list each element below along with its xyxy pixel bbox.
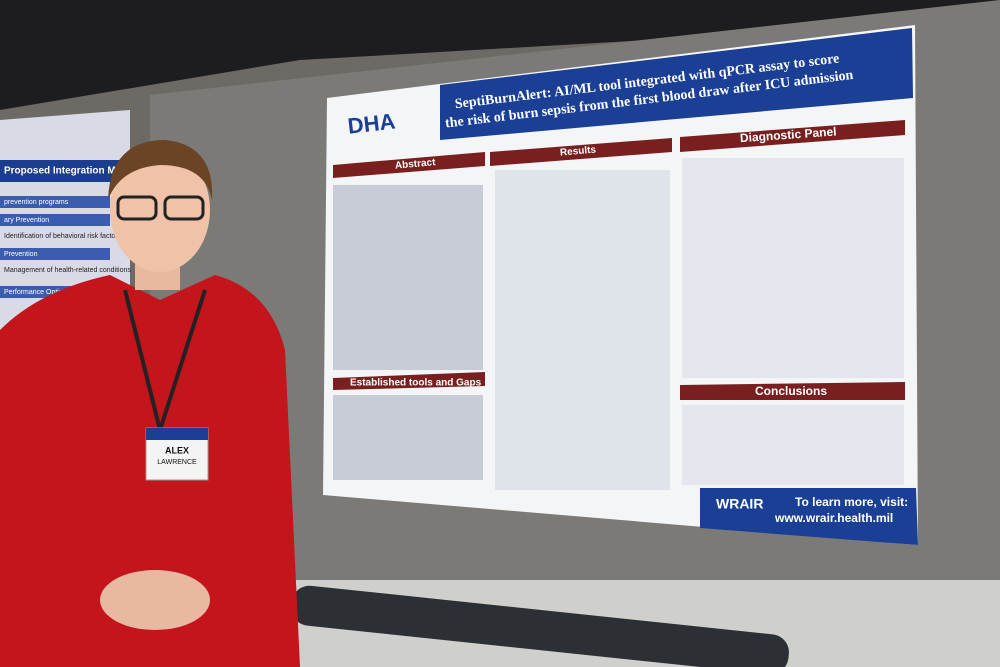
results-block [495, 170, 670, 490]
poster-footer [700, 488, 918, 545]
item: Management of health-related conditions [4, 267, 131, 274]
poster-tube [291, 585, 789, 667]
ceiling [0, 0, 1000, 110]
side-poster-heading: Proposed Integration Model [4, 166, 136, 177]
item-bar [0, 196, 110, 208]
item: prevention programs [4, 199, 69, 206]
section-bar [680, 382, 905, 400]
item: Performance Optimization [4, 289, 85, 296]
text-block [333, 395, 483, 480]
footer-logo: WRAIR [716, 496, 763, 512]
text-block [333, 185, 483, 370]
hair [108, 140, 213, 200]
badge-name: ALEX [165, 445, 189, 455]
section-heading: Abstract [395, 157, 437, 172]
side-poster-heading-bar [0, 160, 128, 182]
badge-surname: LAWRENCE [157, 459, 197, 466]
section-bar [680, 120, 905, 152]
section-heading: Results [560, 144, 597, 158]
poster-body-text [333, 158, 904, 490]
section-heading: Diagnostic Panel [739, 124, 836, 145]
poster-logo: DHA [346, 108, 396, 138]
section-bar [333, 152, 485, 178]
section-bar [490, 138, 672, 166]
face [110, 148, 210, 272]
diagnostic-block [682, 158, 904, 378]
footer-cta: To learn more, visit: [795, 495, 908, 509]
item-bar [0, 214, 110, 226]
conclusions-block [682, 405, 904, 485]
glasses [116, 195, 158, 221]
section-bar [333, 372, 485, 390]
footer-url: www.wrair.health.mil [774, 511, 893, 525]
glasses [163, 195, 205, 221]
section-heading: Conclusions [755, 384, 827, 398]
section-heading: Established tools and Gaps [350, 378, 482, 389]
item-bar [0, 248, 110, 260]
item: Identification of behavioral risk factor… [4, 233, 122, 240]
item: ary Prevention [4, 217, 49, 224]
item: Prevention [4, 251, 38, 258]
hands [100, 570, 210, 630]
poster-header [440, 28, 913, 140]
badge-header [146, 428, 208, 440]
